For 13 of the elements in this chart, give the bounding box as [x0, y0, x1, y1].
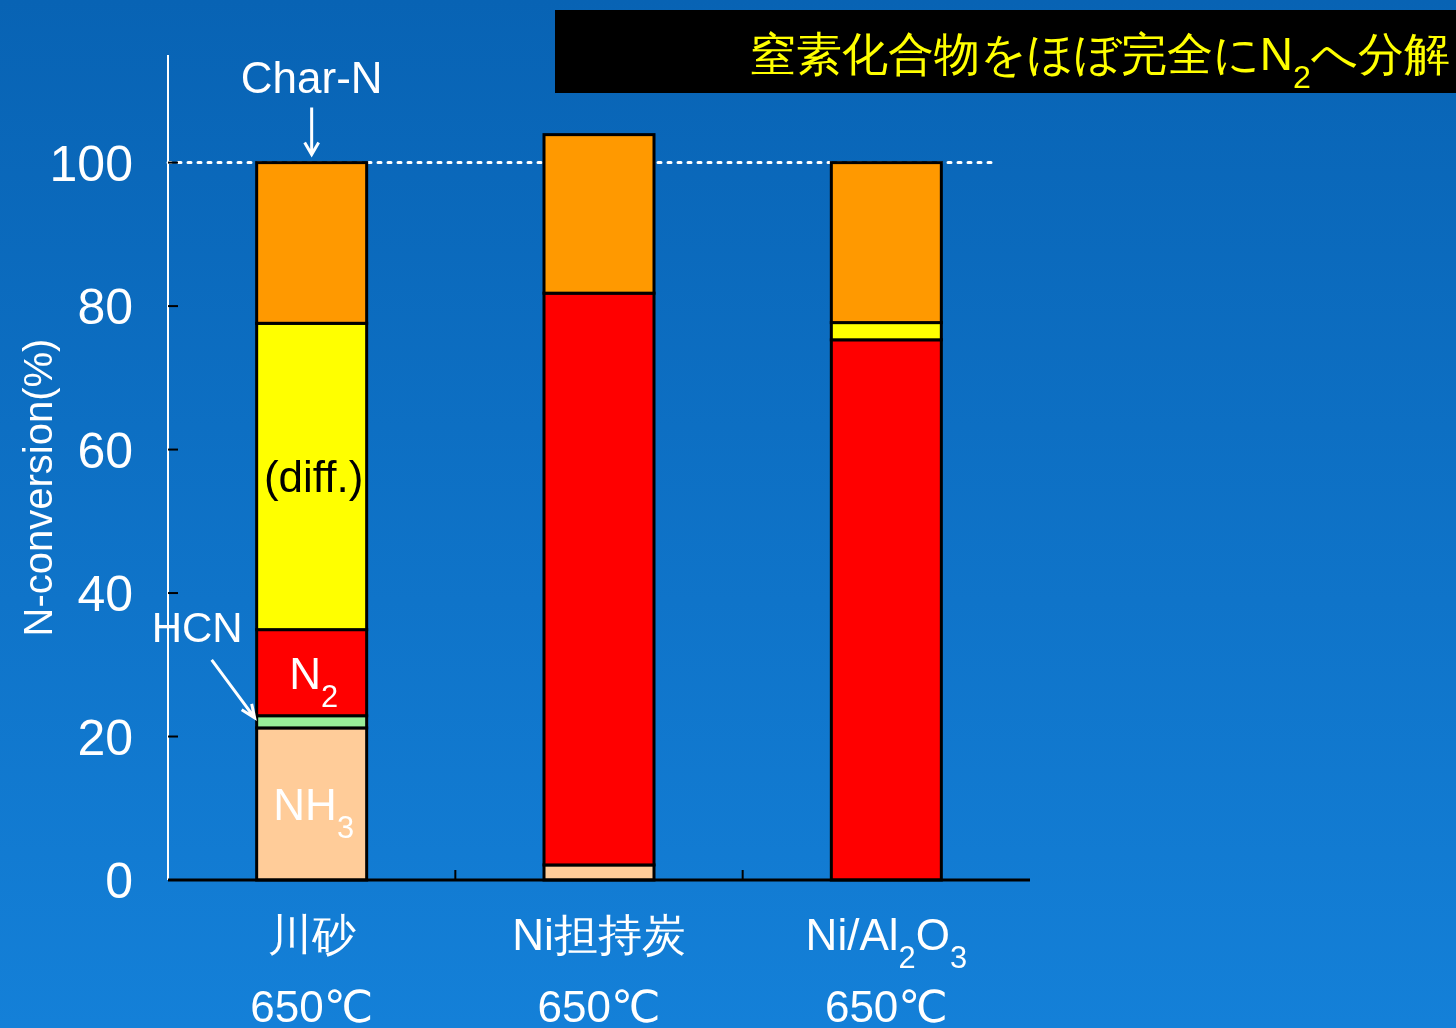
y-tick-label: 20: [77, 709, 133, 766]
x-tick-label: Ni担持炭 650℃: [512, 910, 686, 1028]
y-tick-label: 40: [77, 566, 133, 623]
x-tick-label: 川砂 650℃: [250, 910, 374, 1028]
series-label: Char-N: [240, 52, 383, 102]
title: 窒素化合物をほぼ完全にN$_{2}$へ分解: [555, 10, 1456, 95]
y-tick-label: 100: [49, 135, 133, 192]
y-tick-label: 80: [77, 279, 133, 336]
y-axis-title: N-conversion(%): [16, 338, 60, 637]
y-tick-label: 0: [105, 853, 133, 909]
chart-title: 窒素化合物をほぼ完全にN$_{2}$へ分解: [749, 28, 1450, 95]
y-tick-label: 60: [77, 422, 133, 479]
x-tick-label: Ni/Al$_{2}$O$_{3}$ 650℃: [805, 910, 968, 1028]
